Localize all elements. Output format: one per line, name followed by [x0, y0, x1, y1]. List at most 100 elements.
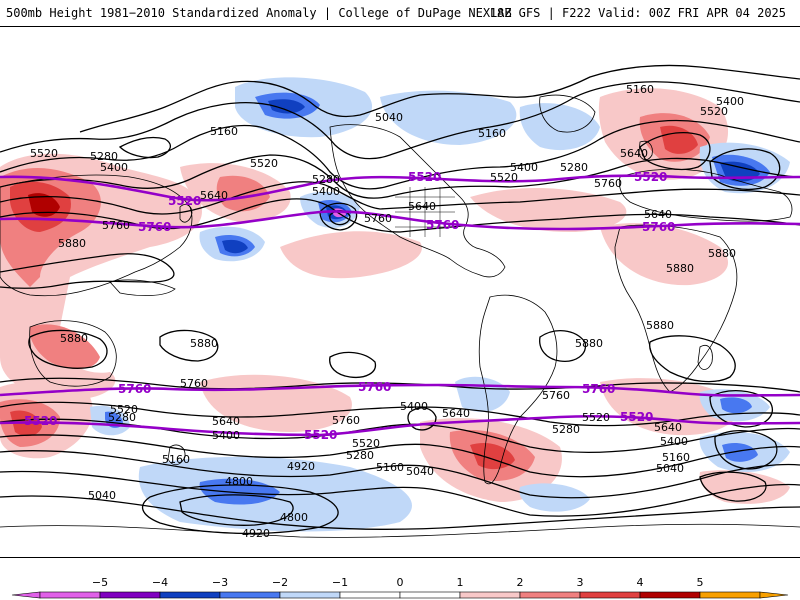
contour-line	[539, 330, 587, 362]
contour-label: 4800	[225, 475, 253, 488]
contour-label: 5400	[400, 400, 428, 413]
contour-label: 5040	[656, 462, 684, 475]
contour-line	[709, 148, 781, 191]
colorbar-segment	[219, 591, 281, 599]
contour-line	[0, 119, 800, 190]
colorbar-tick-label: −3	[212, 576, 228, 589]
contour-label: 5160	[626, 83, 654, 96]
purple-contour-5520-north	[0, 174, 800, 202]
coast-australia	[29, 320, 117, 387]
contour-label: 5280	[312, 173, 340, 186]
contour-line	[319, 202, 358, 231]
colorbar-arrow-high	[759, 591, 789, 599]
anomaly-low-se-atlantic-core	[722, 443, 758, 462]
contour-label: 5520	[250, 157, 278, 170]
colorbar-segment	[99, 591, 161, 599]
contour-label: 5640	[442, 407, 470, 420]
contour-label: 5400	[716, 95, 744, 108]
contour-label: 5640	[644, 208, 672, 221]
colorbar-segment	[399, 591, 461, 599]
contour-label: 5880	[708, 247, 736, 260]
colorbar-tick-label: −4	[152, 576, 168, 589]
contour-label: 5640	[200, 189, 228, 202]
colorbar-tick-label: 2	[517, 576, 524, 589]
purple-label: 5520	[168, 194, 201, 208]
contour-label: 5880	[190, 337, 218, 350]
purple-contour-5520-south	[0, 414, 800, 437]
colorbar-tick-label: −2	[272, 576, 288, 589]
colorbar-segments	[11, 591, 789, 599]
contour-label: 5400	[312, 185, 340, 198]
coast-antarctica	[0, 523, 800, 538]
contour-label: 5160	[376, 461, 404, 474]
contour-line	[179, 494, 294, 526]
contour-label: 5640	[408, 200, 436, 213]
coast-south-america	[478, 294, 558, 485]
coast-us-states	[395, 187, 455, 237]
anomaly-blob-southern-ocean	[699, 470, 790, 504]
contour-label: 5160	[478, 127, 506, 140]
contour-label: 5280	[560, 161, 588, 174]
anomaly-low-south-atlantic-core	[720, 397, 752, 414]
contour-line	[159, 329, 219, 362]
contour-label: 5760	[364, 212, 392, 225]
contour-line	[0, 418, 800, 453]
contour-label: 5760	[102, 219, 130, 232]
contour-label: 5880	[575, 337, 603, 350]
purple-contour-labels: 5520 5760 5520 5760 5520 5760 5760 5760 …	[24, 170, 675, 442]
contour-label: 5280	[552, 423, 580, 436]
contour-label: 5280	[90, 150, 118, 163]
positive-anomaly-shading	[0, 88, 790, 504]
contour-label: 5400	[510, 161, 538, 174]
contour-label: 5760	[180, 377, 208, 390]
contour-line	[0, 401, 800, 427]
purple-label: 5760	[358, 380, 391, 394]
contour-label: 5160	[162, 453, 190, 466]
contour-line	[639, 132, 711, 171]
contour-label: 4920	[242, 527, 270, 540]
colorbar-segment	[279, 591, 341, 599]
contour-label: 5520	[30, 147, 58, 160]
contour-label: 5640	[212, 415, 240, 428]
contour-label: 5040	[88, 489, 116, 502]
contour-line	[0, 450, 800, 499]
contour-label: 5400	[212, 429, 240, 442]
colorbar-tick-label: 0	[397, 576, 404, 589]
coast-japan	[179, 204, 193, 223]
contour-label: 5520	[490, 171, 518, 184]
contour-line	[699, 471, 767, 502]
contour-label: 5760	[542, 389, 570, 402]
contour-label: 5040	[375, 111, 403, 124]
contour-line	[407, 407, 437, 431]
contour-line	[0, 253, 175, 289]
contour-line	[0, 470, 800, 517]
anomaly-map: 5520 5280 5400 5760 5880 5160 5520 5640 …	[0, 64, 800, 540]
contour-line	[0, 154, 800, 199]
anomaly-blob-central-pacific	[280, 231, 422, 279]
purple-label: 5520	[620, 410, 653, 424]
colorbar-tick-label: 4	[637, 576, 644, 589]
contour-label: 5880	[58, 237, 86, 250]
contour-label: 5400	[100, 161, 128, 174]
anomaly-low-pacific-mid-deep	[222, 239, 248, 254]
anomaly-blob-asia-peak	[28, 193, 60, 217]
contour-line	[329, 351, 377, 379]
colorbar-ticks: −5 −4 −3 −2 −1 0 1 2 3 4 5	[92, 576, 704, 589]
anomaly-colorbar: −5 −4 −3 −2 −1 0 1 2 3 4 5	[11, 576, 789, 599]
contour-label: 5280	[108, 411, 136, 424]
contour-line	[0, 495, 800, 530]
colorbar-segment	[579, 591, 641, 599]
coast-greenland	[539, 94, 596, 133]
contour-line	[28, 329, 108, 369]
contour-label: 5400	[660, 435, 688, 448]
coast-north-america	[329, 124, 506, 278]
contour-line	[0, 81, 800, 160]
colorbar-tick-label: −1	[332, 576, 348, 589]
purple-label: 5520	[634, 170, 667, 184]
contour-label: 5520	[110, 403, 138, 416]
colorbar-segment	[459, 591, 521, 599]
anomaly-low-greenland	[519, 103, 600, 151]
map-panel: 5520 5280 5400 5760 5880 5160 5520 5640 …	[0, 26, 800, 558]
model-run-label: 18Z GFS | F222 Valid: 00Z FRI APR 04 202…	[489, 6, 786, 20]
purple-contour-5760-south	[0, 383, 800, 397]
